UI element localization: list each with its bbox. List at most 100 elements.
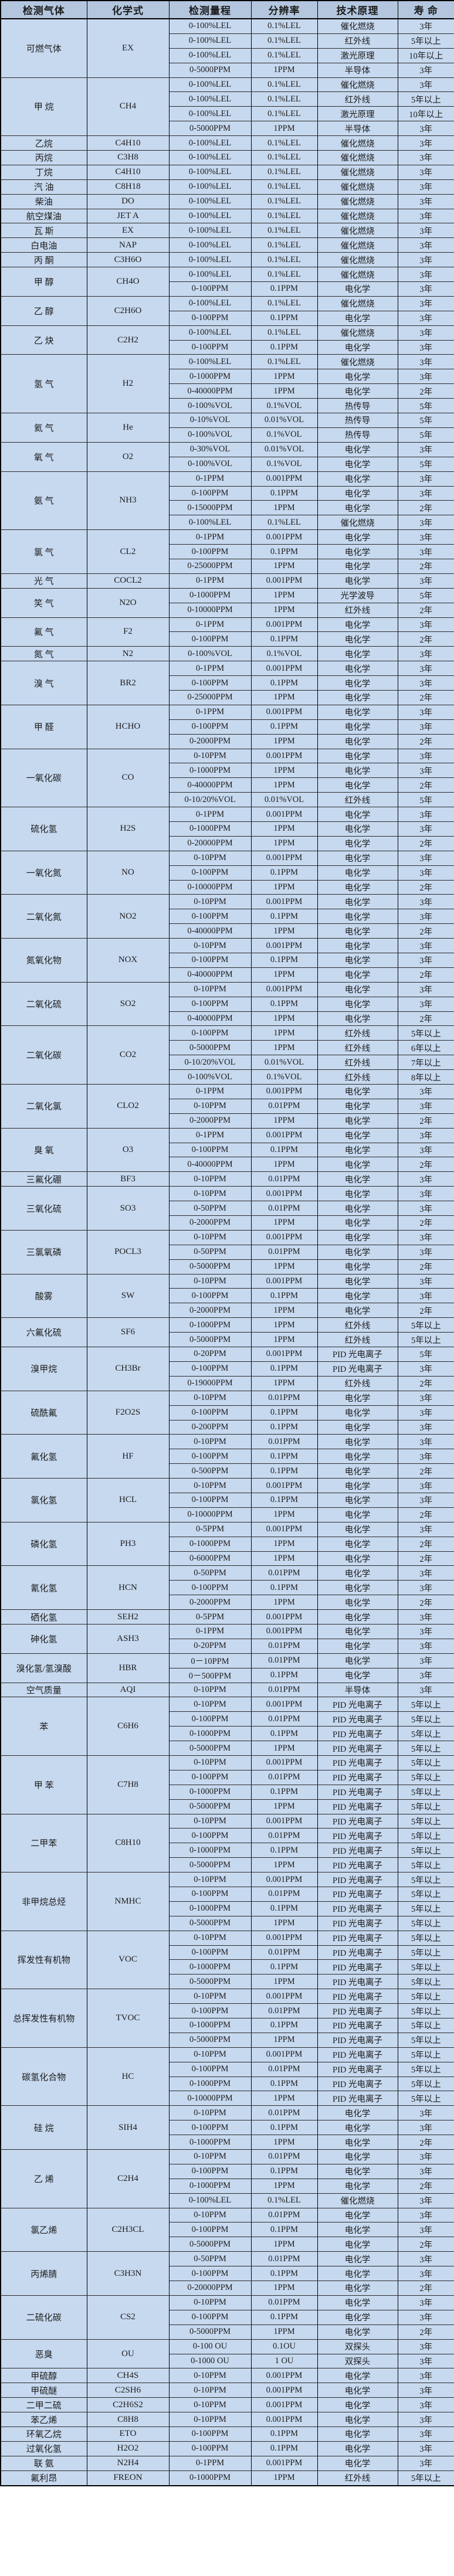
resolution-cell: 0.01PPM [250, 1653, 318, 1668]
range-cell: 0-100%VOL [168, 1069, 252, 1085]
resolution-cell: 0.1PPM [250, 1361, 318, 1377]
resolution-cell: 0.1%LEL [250, 106, 318, 122]
principle-cell: 电化学 [317, 1507, 398, 1523]
life-cell: 3年 [397, 325, 454, 341]
principle-cell: 电化学 [317, 2324, 398, 2340]
life-cell: 3年 [397, 544, 454, 559]
life-cell: 2年 [397, 1259, 454, 1275]
principle-cell: 热传导 [317, 427, 398, 443]
principle-cell: 双探头 [317, 2353, 398, 2369]
gas-name-cell: 硒化氢 [0, 1609, 87, 1625]
principle-cell: 红外线 [317, 2470, 398, 2486]
principle-cell: 电化学 [317, 1434, 398, 1450]
resolution-cell: 0.01%VOL [250, 413, 318, 428]
resolution-cell: 0.001PPM [250, 1872, 318, 1887]
formula-cell: F2 [86, 617, 170, 647]
principle-cell: 电化学 [317, 558, 398, 574]
range-cell: 0-5000PPM [168, 62, 252, 78]
table-row: 0-40000PPM 1PPM 电化学 2年 [1, 1157, 454, 1173]
life-cell: 3年 [397, 661, 454, 677]
range-cell: 0-10PPM [168, 2383, 252, 2398]
life-cell: 6年以上 [397, 1040, 454, 1056]
life-cell: 3年 [397, 2120, 454, 2136]
principle-cell: 红外线 [317, 1317, 398, 1333]
table-row: 0-40000PPM 1PPM 电化学 2年 [1, 923, 454, 939]
gas-name-cell: 臭 氧 [0, 1127, 87, 1173]
table-row: 航空煤油 JET A 0-100%LEL 0.1%LEL 催化燃烧 3年 [0, 208, 454, 224]
range-cell: 0-1000PPM [168, 763, 252, 779]
formula-cell: ASH3 [86, 1623, 170, 1654]
range-cell: 0-100PPM [168, 719, 252, 735]
principle-cell: PID 光电离子 [317, 2032, 398, 2048]
principle-cell: 电化学 [317, 1449, 398, 1464]
life-cell: 3年 [397, 252, 454, 268]
principle-cell: PID 光电离子 [317, 2061, 398, 2077]
gas-name-cell: 苯乙烯 [0, 2412, 87, 2427]
life-cell: 5年以上 [397, 1857, 454, 1873]
principle-cell: 电化学 [317, 1244, 398, 1260]
table-row: 0-100%LEL 0.1%LEL 催化燃烧 3年 [1, 515, 454, 531]
column-header-0: 检测气体 [0, 0, 87, 19]
life-cell: 3年 [397, 1273, 454, 1289]
range-cell: 0-100PPM [168, 2222, 252, 2238]
principle-cell: 电化学 [317, 2178, 398, 2194]
formula-cell: CO [86, 748, 170, 808]
table-row: 酸雾 SW 0-10PPM 0.001PPM 电化学 3年 [0, 1273, 454, 1318]
table-row: 0-2000PPM 1PPM 电化学 2年 [1, 1113, 454, 1129]
table-row: 白电油 NAP 0-100%LEL 0.1%LEL 催化燃烧 3年 [0, 237, 454, 253]
life-cell: 3年 [397, 1084, 454, 1099]
principle-cell: 电化学 [317, 1084, 398, 1099]
resolution-cell: 0.1PPM [250, 909, 318, 925]
life-cell: 3年 [397, 515, 454, 531]
range-cell: 0-100PPM [168, 1025, 252, 1041]
life-cell: 3年 [397, 1244, 454, 1260]
range-cell: 0-1000PPM [168, 1959, 252, 1975]
life-cell: 3年 [397, 164, 454, 180]
formula-cell: VOC [86, 1930, 170, 1990]
range-cell: 0-15000PPM [168, 500, 252, 516]
table-row: 0-100%VOL 0.1%VOL 热传导 5年 [1, 427, 454, 443]
resolution-cell: 0.1PPM [250, 544, 318, 559]
resolution-cell: 0.01%VOL [250, 441, 318, 457]
resolution-cell: 0.1OU [250, 2339, 318, 2354]
range-cell: 0-1000PPM [168, 1726, 252, 1742]
formula-cell: N2H4 [86, 2455, 170, 2471]
principle-cell: 电化学 [317, 1259, 398, 1275]
table-row: 0-500PPM 0.1PPM 电化学 2年 [1, 1463, 454, 1479]
formula-cell: EX [86, 18, 170, 78]
range-cell: 0-100PPM [168, 996, 252, 1012]
life-cell: 5年以上 [397, 1025, 454, 1041]
life-cell: 3年 [397, 2368, 454, 2384]
table-row: 溴 气 BR2 0-1PPM 0.001PPM 电化学 3年 [0, 661, 454, 705]
range-cell: 0-10PPM [168, 748, 252, 764]
range-cell: 0-100PPM [168, 2441, 252, 2456]
resolution-cell: 1PPM [250, 1259, 318, 1275]
table-row: 氰化氢 HCN 0-50PPM 0.01PPM 电化学 3年 [0, 1565, 454, 1610]
principle-cell: 电化学 [317, 909, 398, 925]
table-row: 汽 油 C8H18 0-100%LEL 0.1%LEL 催化燃烧 3年 [0, 179, 454, 195]
range-cell: 0-10PPM [168, 2047, 252, 2062]
range-cell: 0－10PPM [168, 1653, 252, 1668]
resolution-cell: 0.1PPM [250, 310, 318, 326]
resolution-cell: 0.001PPM [250, 2383, 318, 2398]
principle-cell: 红外线 [317, 1069, 398, 1085]
gas-name-cell: 过氧化氢 [0, 2441, 87, 2456]
life-cell: 5年以上 [397, 2470, 454, 2486]
resolution-cell: 0.001PPM [250, 2412, 318, 2427]
life-cell: 3年 [397, 1142, 454, 1158]
principle-cell: 电化学 [317, 2309, 398, 2325]
table-row: 二氧化硫 SO2 0-10PPM 0.001PPM 电化学 3年 [0, 981, 454, 1027]
range-cell: 0-100%LEL [168, 106, 252, 122]
table-row: 0-100PPM 0.1PPM 电化学 3年 [1, 2163, 454, 2179]
range-cell: 0-50PPM [168, 1244, 252, 1260]
resolution-cell: 0.1PPM [250, 2120, 318, 2136]
formula-cell: C6H6 [86, 1697, 170, 1756]
principle-cell: 电化学 [317, 894, 398, 910]
gas-name-cell: 苯 [0, 1697, 87, 1756]
resolution-cell: 0.01PPM [250, 1682, 318, 1698]
principle-cell: 电化学 [317, 1215, 398, 1231]
resolution-cell: 0.1%LEL [250, 354, 318, 370]
resolution-cell: 0.1%VOL [250, 427, 318, 443]
life-cell: 3年 [397, 281, 454, 297]
life-cell: 5年 [397, 587, 454, 603]
